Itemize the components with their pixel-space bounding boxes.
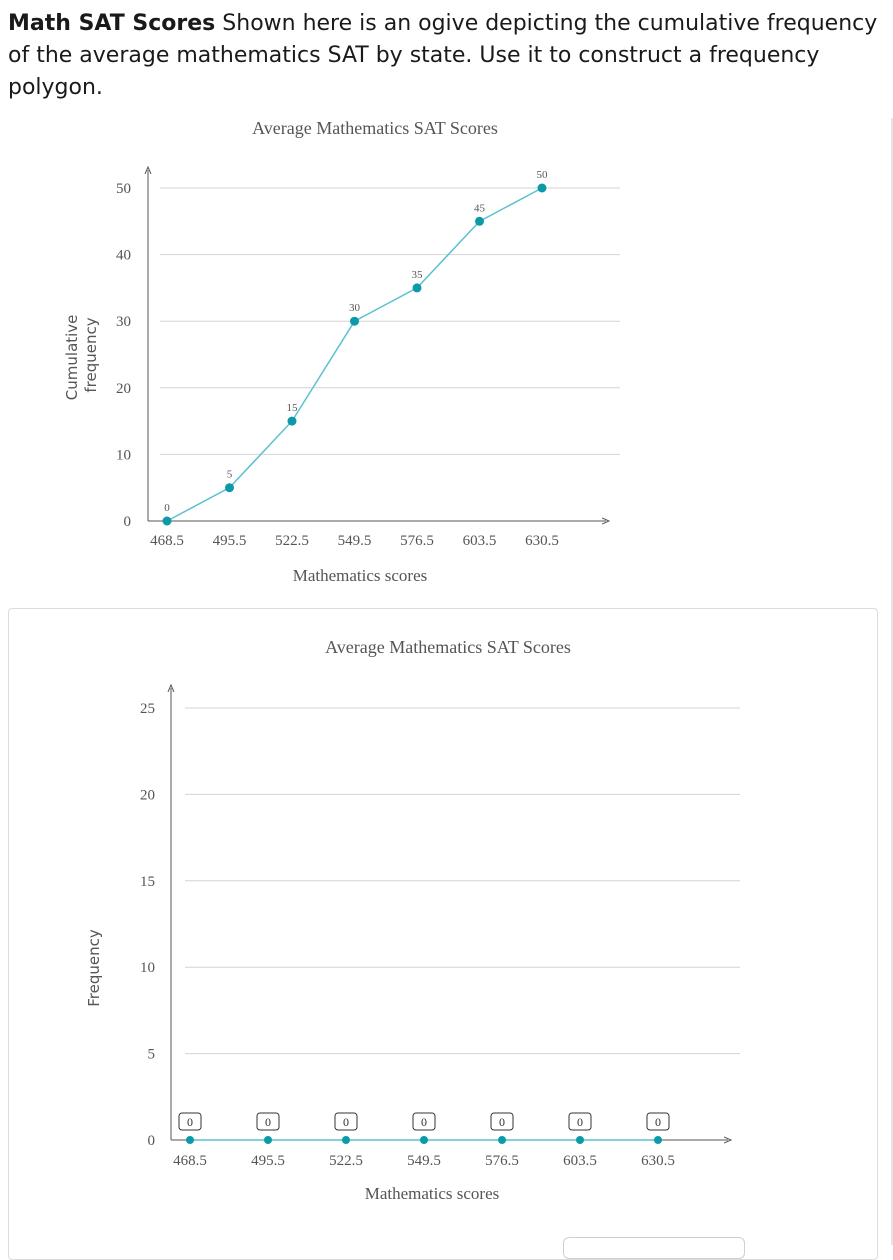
c1-data-point [162,516,172,526]
c2-data-label: 0 [265,1115,271,1129]
c2-data-point[interactable] [654,1136,662,1144]
c2-value-box[interactable] [568,1112,592,1131]
c1-ytick-label: 40 [116,248,131,264]
answer-panel [8,608,878,1260]
c2-data-point[interactable] [186,1136,194,1144]
c2-data-label: 0 [499,1115,505,1129]
c1-xtick-label: 468.5 [150,533,184,549]
c2-data-point[interactable] [342,1136,350,1144]
c2-data-label: 0 [421,1115,427,1129]
ogive-chart: Average Mathematics SAT Scores Mathemati… [63,118,620,585]
c2-value-box[interactable] [646,1112,670,1131]
c2-value-box[interactable] [178,1112,202,1131]
c2-value-box[interactable] [412,1112,436,1131]
c2-xtick-label: 468.5 [173,1153,207,1169]
chart2-xlabel: Mathematics scores [365,1184,500,1203]
c2-xtick-label: 549.5 [407,1153,441,1169]
c2-xtick-label: 630.5 [641,1153,675,1169]
c1-ytick-label: 0 [124,514,132,530]
c1-data-point [225,483,234,493]
c1-data-label: 35 [412,269,424,281]
c1-data-label: 45 [474,202,486,214]
chart1-ylabel-line1: Cumulative [63,315,81,401]
chart2-ylabel: Frequency [85,929,103,1007]
problem-text: Shown here is an ogive depicting the cum… [8,11,878,100]
c2-ytick-label: 20 [140,787,155,803]
c2-data-label: 0 [343,1115,349,1129]
c2-xtick-label: 603.5 [563,1153,597,1169]
c2-data-point[interactable] [264,1136,272,1144]
c2-ytick-label: 10 [140,960,155,976]
c1-xtick-label: 576.5 [400,533,434,549]
c1-data-label: 50 [537,169,549,181]
c2-value-box[interactable] [490,1112,514,1131]
chart1-ylabel-line2: frequency [82,317,100,392]
scroll-edge [891,118,893,1245]
c1-data-point [537,183,547,193]
c2-data-point[interactable] [576,1136,584,1144]
c2-xtick-label: 522.5 [329,1153,363,1169]
c2-value-box[interactable] [334,1112,358,1131]
c2-xtick-label: 576.5 [485,1153,519,1169]
c2-data-point[interactable] [420,1136,428,1144]
c1-data-point [412,283,422,293]
c2-data-label: 0 [577,1115,583,1129]
frequency-polygon-chart: Average Mathematics SAT Scores Mathemati… [85,637,740,1203]
c1-data-label: 0 [164,502,170,514]
c2-value-box[interactable] [256,1112,280,1131]
c1-data-point [287,416,297,426]
c1-data-label: 15 [287,402,299,414]
c1-ytick-label: 20 [116,381,131,397]
chart1-ylabel: Cumulative frequency [63,310,100,400]
problem-statement: Math SAT Scores Shown here is an ogive d… [8,8,878,104]
c2-data-point[interactable] [498,1136,506,1144]
c1-data-point [350,316,359,326]
c1-data-point [475,216,484,226]
c1-xtick-label: 603.5 [463,533,497,549]
c2-ytick-label: 0 [148,1133,156,1149]
c1-ytick-label: 10 [116,447,131,463]
c1-xtick-label: 495.5 [213,533,247,549]
c1-xtick-label: 549.5 [338,533,372,549]
c2-xtick-label: 495.5 [251,1153,285,1169]
c2-data-label: 0 [187,1115,193,1129]
chart2-title: Average Mathematics SAT Scores [325,637,571,657]
c1-ytick-label: 30 [116,314,131,330]
c1-xtick-label: 522.5 [275,533,309,549]
c1-data-label: 30 [349,302,361,314]
chart1-title: Average Mathematics SAT Scores [252,118,498,138]
c2-data-label: 0 [655,1115,661,1129]
c1-xtick-label: 630.5 [525,533,559,549]
c2-ytick-label: 15 [140,874,155,890]
chart1-xlabel: Mathematics scores [293,566,428,585]
c1-series-line [166,187,543,522]
c2-ytick-label: 5 [148,1047,156,1063]
c1-ytick-label: 50 [116,181,131,197]
problem-heading: Math SAT Scores [8,11,216,36]
c2-ytick-label: 25 [140,701,155,717]
c1-data-label: 5 [227,469,233,481]
